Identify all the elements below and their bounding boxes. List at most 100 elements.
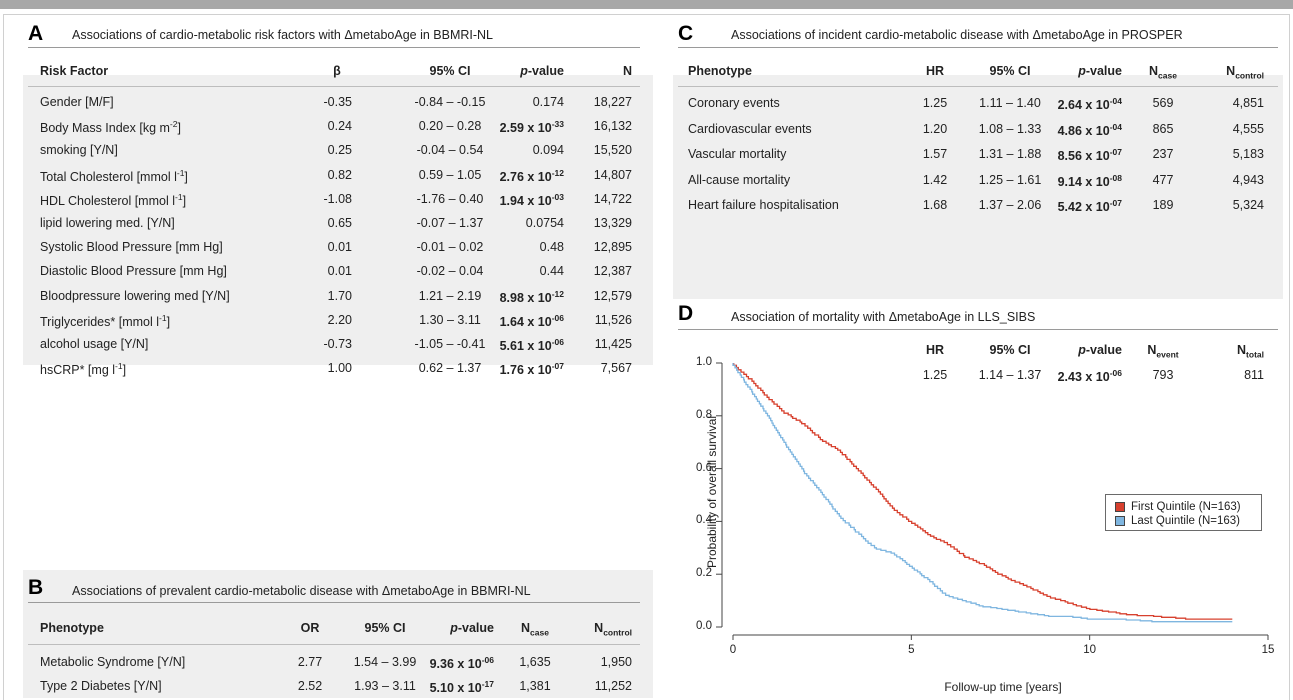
beta-value: 0.82 <box>327 167 352 182</box>
p-value: 0.44 <box>539 264 564 279</box>
phenotype-name: Coronary events <box>688 96 780 110</box>
hr-value: 1.57 <box>922 147 948 161</box>
ci-value: -0.07 – 1.37 <box>416 216 484 230</box>
or-value: 2.77 <box>297 655 323 669</box>
n-control-value: 1,950 <box>600 655 632 669</box>
n-control-value: 4,851 <box>1232 96 1264 110</box>
n-case-value: 237 <box>1152 147 1174 161</box>
beta-value: 0.01 <box>327 264 352 279</box>
n-value: 18,227 <box>593 95 632 109</box>
col-pvalue: p-value <box>1078 64 1122 78</box>
risk-factor-name: Gender [M/F] <box>40 95 114 109</box>
ci-value: -0.04 – 0.54 <box>416 143 484 158</box>
n-control-value: 5,183 <box>1232 147 1264 161</box>
chart-legend: First Quintile (N=163) Last Quintile (N=… <box>1105 494 1262 531</box>
n-value: 14,722 <box>593 191 632 206</box>
beta-value: 0.25 <box>327 143 352 158</box>
beta-value: -1.08 <box>323 191 353 206</box>
ci-value: 1.31 – 1.88 <box>978 147 1042 161</box>
d-hr-value: 1.25 <box>922 368 948 382</box>
risk-factor-name: alcohol usage [Y/N] <box>40 337 149 351</box>
n-case-value: 865 <box>1152 121 1174 136</box>
p-value: 0.48 <box>539 240 564 255</box>
ci-value: -0.01 – 0.02 <box>416 240 484 255</box>
panel-c <box>673 75 1283 299</box>
p-value: 1.94 x 10-03 <box>499 191 564 208</box>
panel-b-title: Associations of prevalent cardio-metabol… <box>72 584 531 598</box>
p-value: 1.76 x 10-07 <box>499 361 564 378</box>
x-tick-label: 10 <box>1083 644 1097 656</box>
col-n-case: Ncase <box>521 621 549 638</box>
p-value: 8.56 x 10-07 <box>1057 147 1122 164</box>
table-c-header-line <box>678 86 1278 87</box>
hr-value: 1.20 <box>922 121 948 136</box>
phenotype-name: All-cause mortality <box>688 172 791 187</box>
phenotype-name: Vascular mortality <box>688 147 787 161</box>
panel-b-label: B <box>28 576 44 599</box>
risk-factor-name: Diastolic Blood Pressure [mm Hg] <box>40 264 227 279</box>
panel-a-label: A <box>28 22 44 45</box>
col-ci: 95% CI <box>429 64 471 78</box>
n-value: 12,579 <box>593 288 632 303</box>
col-ci: 95% CI <box>989 64 1031 78</box>
n-value: 11,425 <box>594 337 632 351</box>
y-axis-label: Probability of overall survival <box>705 415 719 569</box>
n-case-value: 1,635 <box>519 655 551 669</box>
ci-value: 1.21 – 2.19 <box>418 288 482 303</box>
beta-value: 0.01 <box>327 240 352 255</box>
panel-c-title: Associations of incident cardio-metaboli… <box>731 28 1183 42</box>
ci-value: -0.84 – -0.15 <box>414 95 486 109</box>
n-value: 15,520 <box>593 143 632 158</box>
p-value: 5.61 x 10-06 <box>499 337 564 354</box>
p-value: 8.98 x 10-12 <box>499 288 564 305</box>
p-value: 5.10 x 10-17 <box>429 679 494 696</box>
y-tick-label: 0.2 <box>696 567 712 580</box>
risk-factor-name: hsCRP* [mg l-1] <box>40 361 127 378</box>
ci-value: -1.05 – -0.41 <box>414 337 486 351</box>
legend-swatch-red <box>1115 502 1125 512</box>
col-n-case: Ncase <box>1149 64 1177 81</box>
n-case-value: 189 <box>1152 198 1174 212</box>
col-or: OR <box>300 621 320 635</box>
y-tick-label: 1.0 <box>696 356 712 368</box>
n-value: 12,387 <box>593 264 632 279</box>
beta-value: 0.24 <box>327 119 352 134</box>
d-n-event-value: 793 <box>1152 368 1174 382</box>
hr-value: 1.25 <box>922 96 948 110</box>
d-col-hr: HR <box>925 343 945 357</box>
risk-factor-name: Systolic Blood Pressure [mm Hg] <box>40 240 223 255</box>
p-value: 2.59 x 10-33 <box>499 119 564 136</box>
n-case-value: 569 <box>1152 96 1174 110</box>
x-axis-label: Follow-up time [years] <box>944 680 1062 694</box>
col-ci: 95% CI <box>364 621 406 635</box>
panel-a <box>23 75 653 365</box>
p-value: 0.094 <box>532 143 564 158</box>
x-tick-label: 5 <box>908 644 915 656</box>
beta-value: -0.73 <box>323 337 353 351</box>
ci-value: -1.76 – 0.40 <box>416 191 484 206</box>
beta-value: 2.20 <box>327 312 352 327</box>
p-value: 2.76 x 10-12 <box>499 167 564 184</box>
phenotype-name: Cardiovascular events <box>688 121 812 136</box>
d-col-n-total: Ntotal <box>1237 343 1264 360</box>
col-phenotype: Phenotype <box>688 64 752 78</box>
col-pvalue: p-value <box>520 64 564 78</box>
p-value: 9.14 x 10-08 <box>1057 172 1122 189</box>
col-hr: HR <box>925 64 945 78</box>
ci-value: -0.02 – 0.04 <box>416 264 484 279</box>
ci-value: 1.25 – 1.61 <box>978 172 1042 187</box>
p-value: 9.36 x 10-06 <box>429 655 494 672</box>
phenotype-name: Metabolic Syndrome [Y/N] <box>40 655 186 669</box>
panel-b-title-line <box>28 602 640 603</box>
table-a-header-line <box>28 86 640 87</box>
hr-value: 1.42 <box>922 172 948 187</box>
ci-value: 0.62 – 1.37 <box>418 361 482 376</box>
ci-value: 0.59 – 1.05 <box>418 167 482 182</box>
n-control-value: 11,252 <box>594 679 632 693</box>
panel-d-title: Association of mortality with ΔmetaboAge… <box>731 310 1036 324</box>
ci-value: 1.54 – 3.99 <box>353 655 417 669</box>
n-value: 11,526 <box>594 312 632 327</box>
or-value: 2.52 <box>297 679 323 693</box>
p-value: 2.64 x 10-04 <box>1057 96 1122 113</box>
phenotype-name: Type 2 Diabetes [Y/N] <box>40 679 162 693</box>
